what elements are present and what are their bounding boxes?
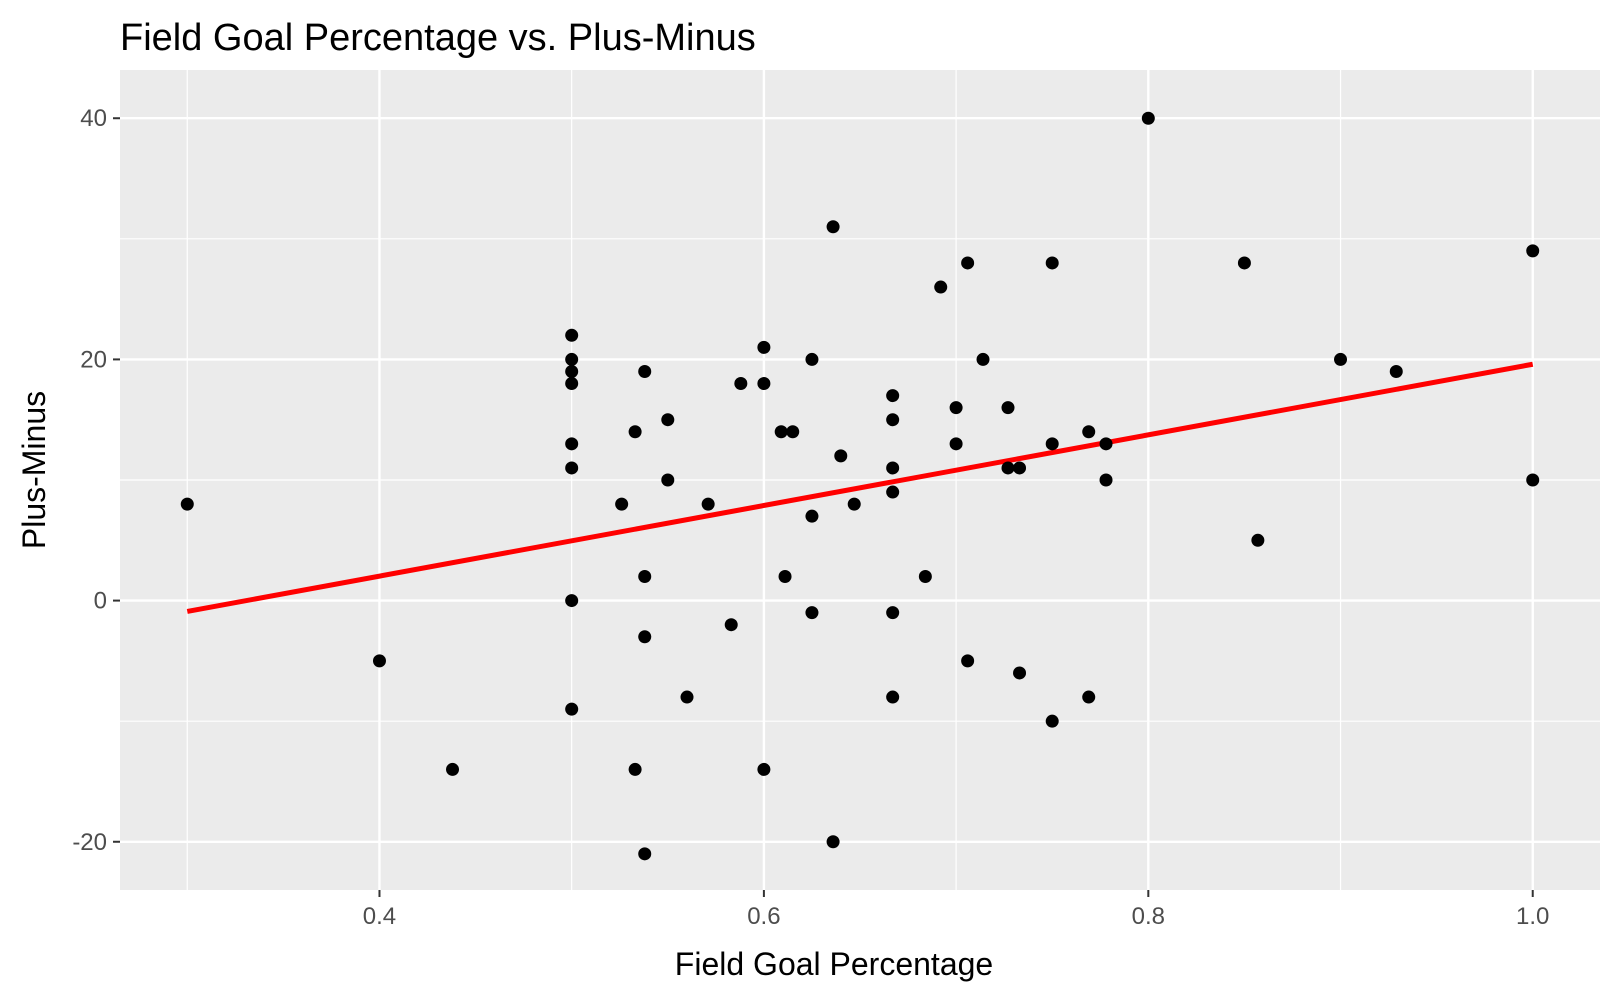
x-tick-label: 0.4 [363, 903, 396, 930]
data-point [734, 377, 748, 391]
data-point [1082, 425, 1096, 439]
data-point [638, 364, 652, 378]
data-point [1251, 533, 1265, 547]
y-tick-label: 40 [80, 105, 107, 132]
data-point [628, 425, 642, 439]
data-point [757, 340, 771, 354]
data-point [446, 762, 460, 776]
data-point [1237, 256, 1251, 270]
data-point [805, 509, 819, 523]
data-point [1526, 244, 1540, 258]
data-point [615, 497, 629, 511]
data-point [1334, 352, 1348, 366]
y-tick-label: 0 [94, 588, 107, 615]
data-point [886, 606, 900, 620]
chart-title: Field Goal Percentage vs. Plus-Minus [120, 17, 756, 59]
data-point [1389, 364, 1403, 378]
x-axis-title: Field Goal Percentage [675, 946, 993, 982]
x-tick-label: 0.6 [747, 903, 780, 930]
data-point [961, 256, 975, 270]
data-point [565, 461, 579, 475]
data-point [1013, 461, 1027, 475]
data-point [961, 654, 975, 668]
data-point [1001, 461, 1015, 475]
data-point [834, 449, 848, 463]
x-axis-ticks: 0.4 0.6 0.8 1.0 [363, 890, 1549, 930]
data-point [565, 364, 579, 378]
data-point [918, 569, 932, 583]
data-point [1141, 111, 1155, 125]
data-point [949, 401, 963, 415]
data-point [1045, 256, 1059, 270]
trend-line-layer [186, 361, 1534, 614]
data-point [778, 569, 792, 583]
y-axis-title: Plus-Minus [16, 391, 52, 549]
data-point [724, 618, 738, 632]
major-gridlines [120, 70, 1600, 890]
data-point [1099, 437, 1113, 451]
x-tick-label: 0.8 [1132, 903, 1165, 930]
data-point [638, 630, 652, 644]
y-tick-label: 20 [80, 346, 107, 373]
y-axis-ticks: -20 0 20 40 [72, 105, 120, 856]
data-point [1082, 690, 1096, 704]
data-point [565, 328, 579, 342]
data-point [886, 690, 900, 704]
data-point [701, 497, 715, 511]
x-tick-label: 1.0 [1516, 903, 1549, 930]
data-point [1526, 473, 1540, 487]
data-point [372, 654, 386, 668]
data-point [565, 437, 579, 451]
data-point [886, 461, 900, 475]
data-point [565, 702, 579, 716]
data-point [661, 473, 675, 487]
trend-line [186, 361, 1534, 614]
y-tick-label: -20 [72, 829, 107, 856]
data-point [638, 847, 652, 861]
data-point [1013, 666, 1027, 680]
data-point [757, 377, 771, 391]
data-point [757, 762, 771, 776]
data-point [565, 352, 579, 366]
data-point [1045, 714, 1059, 728]
data-point [565, 377, 579, 391]
minor-gridlines [120, 70, 1600, 963]
data-point [949, 437, 963, 451]
data-point [180, 497, 194, 511]
data-points [180, 111, 1540, 861]
data-point [786, 425, 800, 439]
data-point [886, 413, 900, 427]
data-point [638, 569, 652, 583]
data-point [1001, 401, 1015, 415]
data-point [826, 835, 840, 849]
data-point [628, 762, 642, 776]
data-point [1099, 473, 1113, 487]
data-point [805, 606, 819, 620]
data-point [565, 594, 579, 608]
data-point [805, 352, 819, 366]
data-point [886, 485, 900, 499]
data-point [976, 352, 990, 366]
data-point [934, 280, 948, 294]
data-point [886, 389, 900, 403]
data-point [680, 690, 694, 704]
data-point [847, 497, 861, 511]
data-point [774, 425, 788, 439]
data-point [661, 413, 675, 427]
data-point [1045, 437, 1059, 451]
data-point [826, 220, 840, 234]
